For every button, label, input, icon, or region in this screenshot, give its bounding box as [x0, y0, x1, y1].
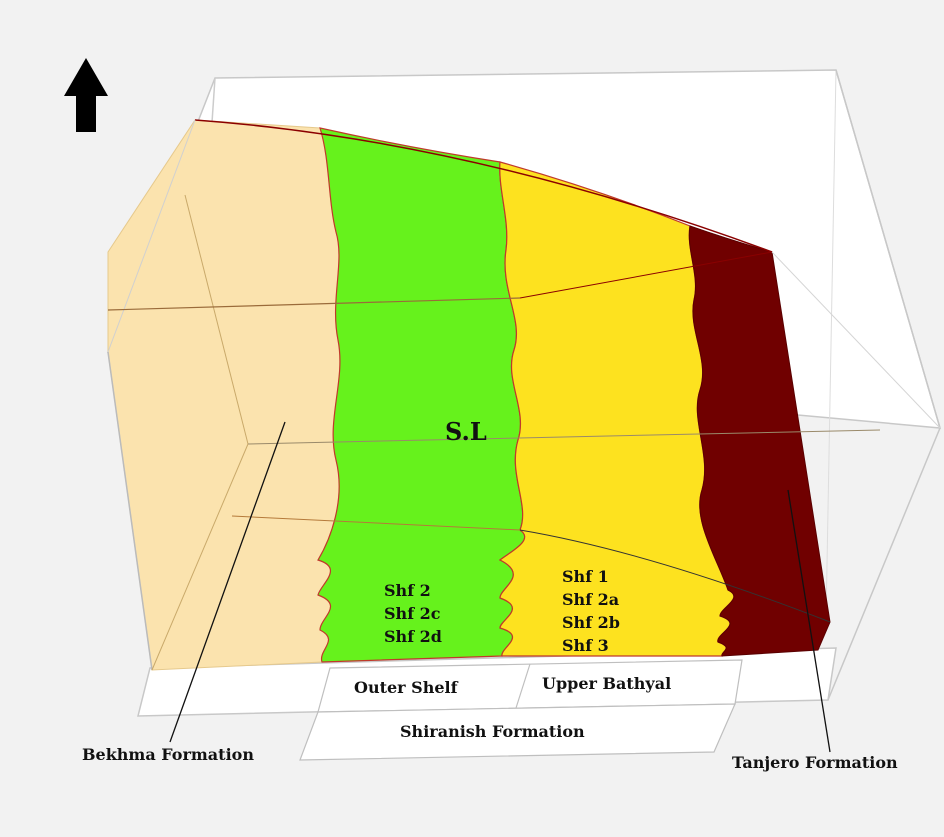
facies-left-code-3: Shf 2d: [384, 627, 442, 646]
sea-level-plane-back: [519, 251, 773, 299]
bekhma-leader-line: [169, 421, 286, 743]
box-right-vertical: [827, 427, 941, 701]
box-back-edge-right: [825, 69, 837, 621]
box-front-left-edge: [107, 351, 153, 671]
lower-curve-line: [519, 529, 831, 623]
environment-divider: [515, 663, 531, 709]
outer-shelf-label: Outer Shelf: [354, 678, 459, 697]
bekhma-formation-label: Bekhma Formation: [82, 745, 254, 764]
tanjero-leader-line: [787, 489, 831, 753]
sea-level-label: S.L: [445, 417, 487, 446]
tanjero-zone: [688, 225, 831, 657]
tanjero-formation-label: Tanjero Formation: [732, 753, 898, 772]
facies-right-code-4: Shf 3: [562, 636, 609, 655]
up-arrow-icon: [64, 58, 108, 132]
formation-label-plate: [299, 703, 736, 761]
shiranish-formation-label: Shiranish Formation: [400, 722, 585, 741]
bekhma-zone: [107, 119, 341, 671]
box-right-edge: [835, 69, 941, 429]
facies-right-code-2: Shf 2a: [562, 590, 619, 609]
inner-vertical-edge: [184, 194, 249, 445]
mid-plane-line: [247, 429, 881, 445]
box-left-top-edge: [107, 119, 196, 353]
facies-right-code-3: Shf 2b: [562, 613, 620, 632]
facies-left-code-1: Shf 2: [384, 581, 431, 600]
mid-plane-left: [151, 443, 249, 671]
box-right-top-link: [771, 251, 941, 429]
lower-plane-line: [231, 515, 521, 531]
facies-right-code-1: Shf 1: [562, 567, 609, 586]
upper-bathyal-label: Upper Bathyal: [542, 674, 671, 693]
facies-left-code-2: Shf 2c: [384, 604, 441, 623]
sea-level-plane-front: [107, 297, 521, 311]
top-surface-line: [194, 119, 773, 253]
